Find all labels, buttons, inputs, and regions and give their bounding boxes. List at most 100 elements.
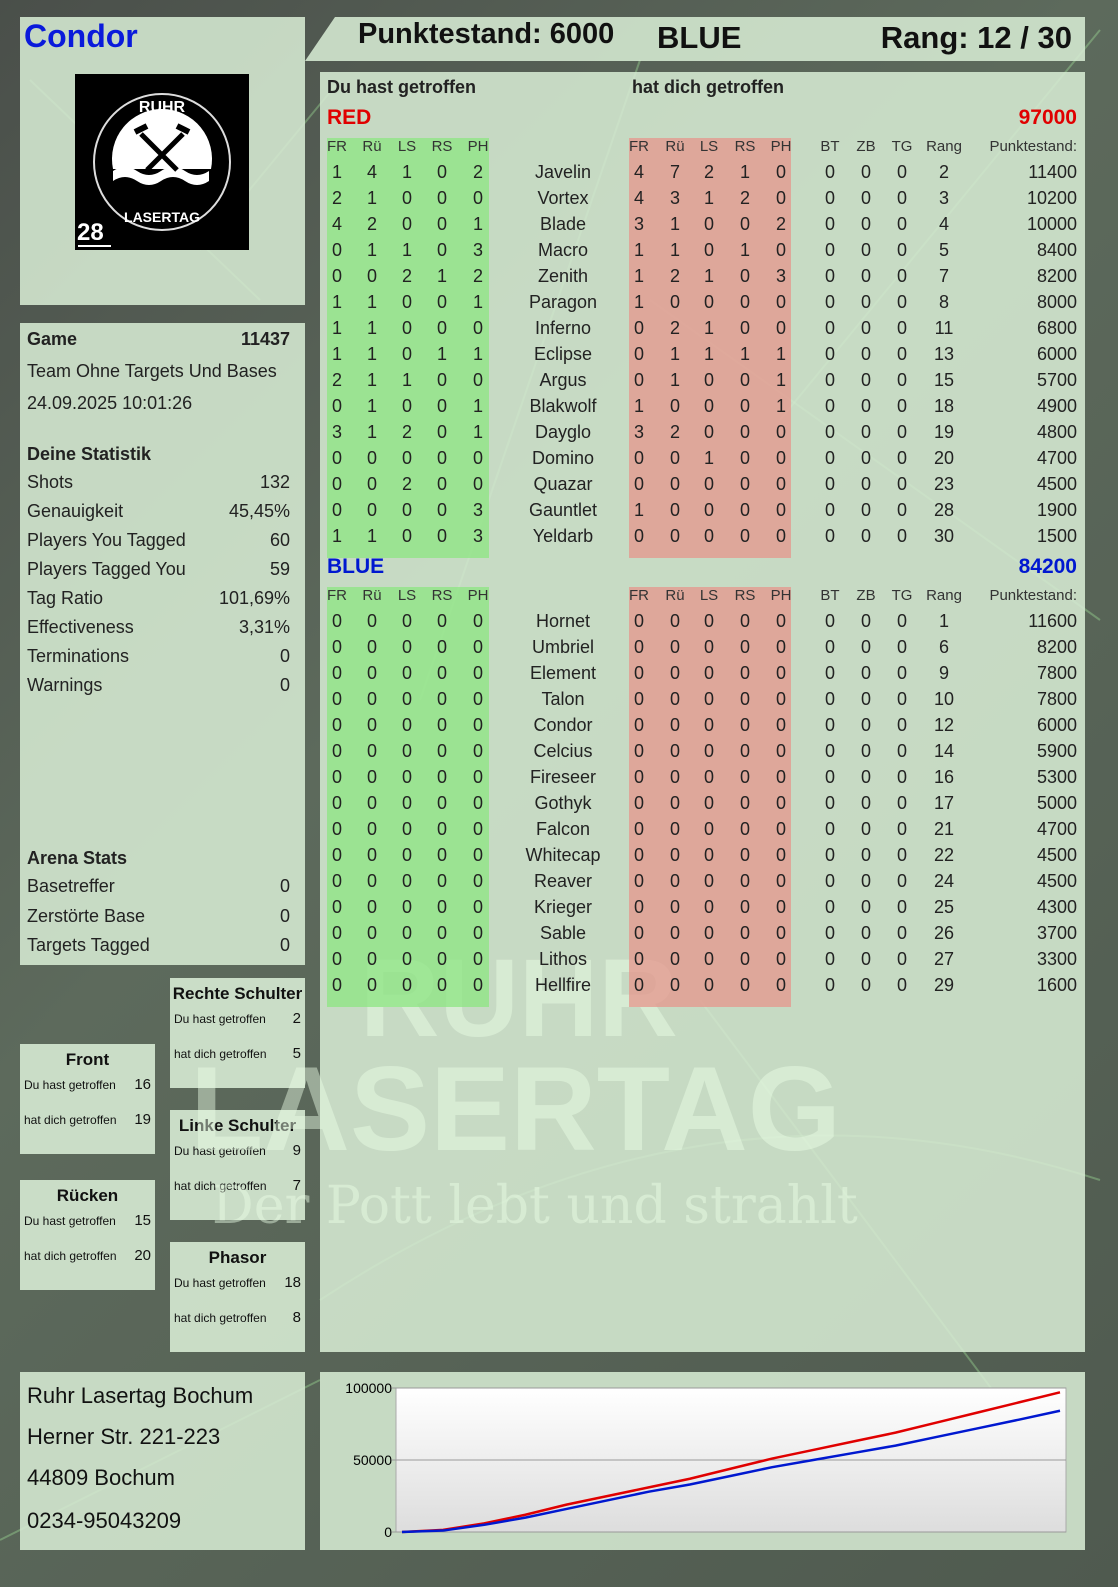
hit-you-cell: 0 <box>775 474 787 494</box>
hit-you-cell: 0 <box>633 344 645 364</box>
hit-you-cell: 2 <box>669 266 681 286</box>
arena-value: 0 <box>279 935 290 955</box>
stat-label: Terminations <box>27 646 130 666</box>
col-header: PH <box>467 587 489 604</box>
you-hit-cell: 0 <box>472 871 484 891</box>
you-hit-cell: 0 <box>366 500 378 520</box>
you-hit-cell: 0 <box>436 871 448 891</box>
arena-cell: 0 <box>896 500 908 520</box>
hit-you-cell: 2 <box>669 318 681 338</box>
stat-label: Effectiveness <box>27 617 134 637</box>
you-hit-cell: 0 <box>401 318 413 338</box>
hit-you-cell: 0 <box>775 689 787 709</box>
you-hit-cell: 0 <box>401 741 413 761</box>
col-header: LS <box>699 587 719 604</box>
hit-you-cell: 2 <box>669 422 681 442</box>
hit-you-cell: 0 <box>669 474 681 494</box>
hit-zone-1: Front Du hast getroffen 16 hat dich getroff… <box>20 1044 155 1154</box>
arena-cell: 0 <box>896 214 908 234</box>
score-cell: 7800 <box>1036 689 1077 709</box>
you-hit-cell: 0 <box>436 292 448 312</box>
hit-you-cell: 0 <box>739 871 751 891</box>
you-hit-cell: 2 <box>472 162 484 182</box>
arena-cell: 0 <box>824 500 836 520</box>
stat-value: 45,45% <box>228 501 290 521</box>
arena-cell: 0 <box>824 663 836 683</box>
arena-cell: 0 <box>824 422 836 442</box>
rank-cell: 17 <box>933 793 955 813</box>
hit-you-cell: 0 <box>703 396 715 416</box>
you-hit-cell: 0 <box>436 611 448 631</box>
arena-cell: 0 <box>896 715 908 735</box>
player-name: Element <box>529 663 597 683</box>
hit-you-cell: 0 <box>703 793 715 813</box>
zone-you-hit-label: Du hast getroffen <box>174 1276 266 1290</box>
arena-cell: 0 <box>896 188 908 208</box>
col-header: RS <box>431 587 453 604</box>
hit-you-cell: 0 <box>633 741 645 761</box>
you-hit-cell: 1 <box>436 344 448 364</box>
rank-cell: 7 <box>938 266 950 286</box>
rank-cell: 26 <box>933 923 955 943</box>
arena-cell: 0 <box>896 741 908 761</box>
arena-cell: 0 <box>896 975 908 995</box>
address-line-2: Herner Str. 221-223 <box>27 1424 221 1449</box>
stat-value: 132 <box>259 472 290 492</box>
you-hit-cell: 1 <box>366 292 378 312</box>
stat-value: 3,31% <box>238 617 290 637</box>
arena-cell: 0 <box>896 845 908 865</box>
you-hit-cell: 0 <box>401 819 413 839</box>
you-hit-cell: 0 <box>401 637 413 657</box>
hit-you-cell: 0 <box>703 422 715 442</box>
hit-you-cell: 0 <box>775 923 787 943</box>
hit-you-cell: 0 <box>703 689 715 709</box>
you-hit-cell: 3 <box>472 526 484 546</box>
score-cell: 7800 <box>1036 663 1077 683</box>
col-header: PH <box>467 138 489 155</box>
arena-cell: 0 <box>824 845 836 865</box>
you-hit-cell: 0 <box>401 663 413 683</box>
hit-you-cell: 1 <box>739 344 751 364</box>
col-header: ZB <box>856 587 876 604</box>
rank-cell: 11 <box>934 318 954 338</box>
hit-you-cell: 0 <box>633 897 645 917</box>
hit-you-cell: 0 <box>703 975 715 995</box>
score-cell: 6000 <box>1036 715 1077 735</box>
player-name: Whitecap <box>525 845 601 865</box>
score-cell: 1500 <box>1036 526 1077 546</box>
you-hit-cell: 0 <box>331 500 343 520</box>
you-hit-cell: 0 <box>472 689 484 709</box>
player-name: Sable <box>539 923 587 943</box>
stat-label: Genauigkeit <box>27 501 124 521</box>
you-hit-cell: 0 <box>401 871 413 891</box>
you-hit-cell: 0 <box>366 474 378 494</box>
zone-you-hit-label: Du hast getroffen <box>24 1078 116 1092</box>
you-hit-cell: 0 <box>331 949 343 969</box>
hit-you-cell: 0 <box>633 370 645 390</box>
stat-value: 0 <box>279 646 290 666</box>
hit-you-cell: 0 <box>739 741 751 761</box>
hit-you-cell: 0 <box>739 689 751 709</box>
hit-you-cell: 0 <box>775 741 787 761</box>
score-cell: 11400 <box>1028 162 1077 182</box>
col-header: RS <box>431 138 453 155</box>
game-label: Game <box>27 329 78 349</box>
zone-you-hit-value: 16 <box>134 1076 151 1093</box>
hit-you-cell: 0 <box>669 715 681 735</box>
hit-you-cell: 3 <box>669 188 681 208</box>
you-hit-cell: 0 <box>472 741 484 761</box>
you-hit-cell: 0 <box>366 819 378 839</box>
zone-you-hit-value: 9 <box>292 1142 301 1159</box>
rank-cell: 14 <box>933 741 955 761</box>
arena-cell: 0 <box>896 266 908 286</box>
you-hit-cell: 0 <box>366 793 378 813</box>
hit-you-cell: 0 <box>739 214 751 234</box>
arena-cell: 0 <box>896 611 908 631</box>
you-hit-cell: 0 <box>401 923 413 943</box>
hit-you-cell: 0 <box>703 611 715 631</box>
score-cell: 3300 <box>1036 949 1077 969</box>
you-hit-cell: 0 <box>331 767 343 787</box>
hit-you-cell: 0 <box>739 923 751 943</box>
hit-you-cell: 0 <box>775 500 787 520</box>
hit-you-cell: 0 <box>775 318 787 338</box>
